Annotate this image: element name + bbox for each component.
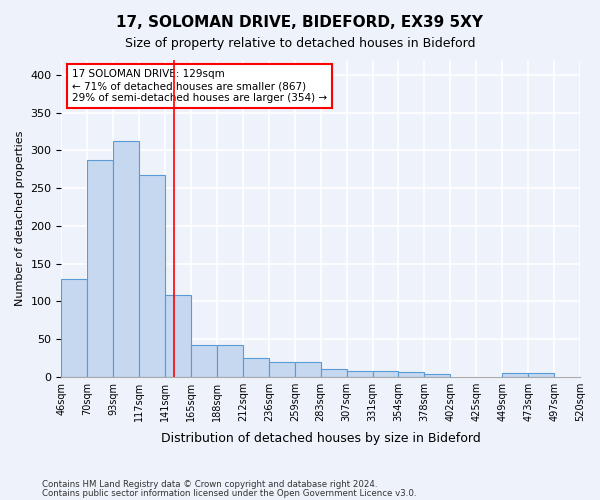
Bar <box>113 140 139 376</box>
Text: 17, SOLOMAN DRIVE, BIDEFORD, EX39 5XY: 17, SOLOMAN DRIVE, BIDEFORD, EX39 5XY <box>116 15 484 30</box>
Bar <box>347 370 373 376</box>
Bar <box>217 345 243 376</box>
Bar <box>295 362 321 376</box>
Bar <box>269 362 295 376</box>
Text: Size of property relative to detached houses in Bideford: Size of property relative to detached ho… <box>125 38 475 51</box>
Bar <box>191 345 217 376</box>
Bar <box>243 358 269 376</box>
Bar <box>321 369 347 376</box>
Bar <box>139 174 165 376</box>
Bar <box>424 374 451 376</box>
Bar <box>502 373 528 376</box>
Bar <box>165 295 191 376</box>
X-axis label: Distribution of detached houses by size in Bideford: Distribution of detached houses by size … <box>161 432 481 445</box>
Text: Contains HM Land Registry data © Crown copyright and database right 2024.: Contains HM Land Registry data © Crown c… <box>42 480 377 489</box>
Y-axis label: Number of detached properties: Number of detached properties <box>15 130 25 306</box>
Bar <box>373 370 398 376</box>
Text: Contains public sector information licensed under the Open Government Licence v3: Contains public sector information licen… <box>42 488 416 498</box>
Bar <box>61 278 88 376</box>
Text: 17 SOLOMAN DRIVE: 129sqm
← 71% of detached houses are smaller (867)
29% of semi-: 17 SOLOMAN DRIVE: 129sqm ← 71% of detach… <box>72 70 327 102</box>
Bar <box>398 372 424 376</box>
Bar <box>528 373 554 376</box>
Bar <box>88 160 113 376</box>
